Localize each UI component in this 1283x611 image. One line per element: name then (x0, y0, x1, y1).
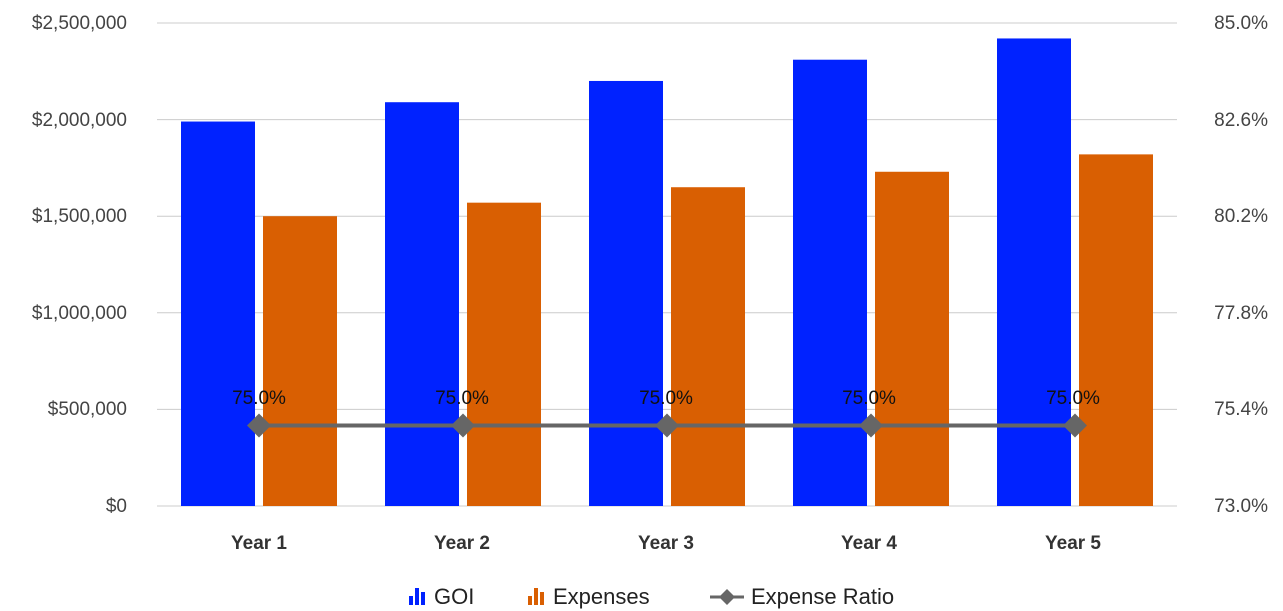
bar-expenses (467, 202, 541, 506)
bar-goi (181, 121, 255, 507)
right-tick-label: 75.4% (1214, 399, 1268, 420)
data-label: 75.0% (232, 388, 286, 409)
bar-chart-icon (409, 588, 425, 605)
category-label: Year 1 (231, 533, 287, 554)
legend-item-expense-ratio[interactable]: Expense Ratio (710, 584, 894, 609)
expense-ratio-labels: 75.0% 75.0% 75.0% 75.0% 75.0% (232, 388, 1100, 409)
bar-chart-icon (528, 588, 544, 605)
right-tick-label: 73.0% (1214, 496, 1268, 517)
bar-expenses (1079, 154, 1153, 506)
line-diamond-icon (710, 589, 744, 605)
data-label: 75.0% (639, 388, 693, 409)
expense-ratio-point (859, 413, 883, 438)
data-label: 75.0% (842, 388, 896, 409)
bar-goi (793, 59, 867, 506)
data-label: 75.0% (1046, 388, 1100, 409)
category-label: Year 5 (1045, 533, 1101, 554)
left-axis: $2,500,000 $2,000,000 $1,500,000 $1,000,… (32, 13, 127, 517)
category-label: Year 3 (638, 533, 694, 554)
legend-label-goi: GOI (434, 584, 474, 609)
left-tick-label: $500,000 (48, 399, 127, 420)
bar-goi (997, 38, 1071, 507)
expense-ratio-point (655, 413, 679, 438)
category-label: Year 2 (434, 533, 490, 554)
bar-expenses (875, 171, 949, 506)
right-tick-label: 82.6% (1214, 110, 1268, 131)
bar-goi (589, 80, 663, 507)
right-tick-label: 85.0% (1214, 13, 1268, 34)
expense-ratio-series (247, 413, 1087, 438)
expense-ratio-point (451, 413, 475, 438)
data-label: 75.0% (435, 388, 489, 409)
legend-label-expense-ratio: Expense Ratio (751, 584, 894, 609)
left-tick-label: $1,500,000 (32, 206, 127, 227)
left-tick-label: $2,000,000 (32, 110, 127, 131)
right-axis: 85.0% 82.6% 80.2% 77.8% 75.4% 73.0% (1214, 13, 1268, 517)
legend: GOI Expenses Expense Ratio (409, 584, 894, 609)
legend-item-goi[interactable]: GOI (409, 584, 474, 609)
category-label: Year 4 (841, 533, 897, 554)
bar-expenses (671, 187, 745, 506)
left-tick-label: $1,000,000 (32, 303, 127, 324)
right-tick-label: 80.2% (1214, 206, 1268, 227)
bar-goi (385, 102, 459, 506)
expense-ratio-point (247, 413, 271, 438)
legend-label-expenses: Expenses (553, 584, 650, 609)
right-tick-label: 77.8% (1214, 303, 1268, 324)
category-labels: Year 1 Year 2 Year 3 Year 4 Year 5 (231, 533, 1101, 554)
bar-expenses (263, 216, 337, 506)
left-tick-label: $2,500,000 (32, 13, 127, 34)
expense-ratio-point (1063, 413, 1087, 438)
legend-item-expenses[interactable]: Expenses (528, 584, 650, 609)
left-tick-label: $0 (106, 496, 127, 517)
bars (181, 38, 1153, 507)
